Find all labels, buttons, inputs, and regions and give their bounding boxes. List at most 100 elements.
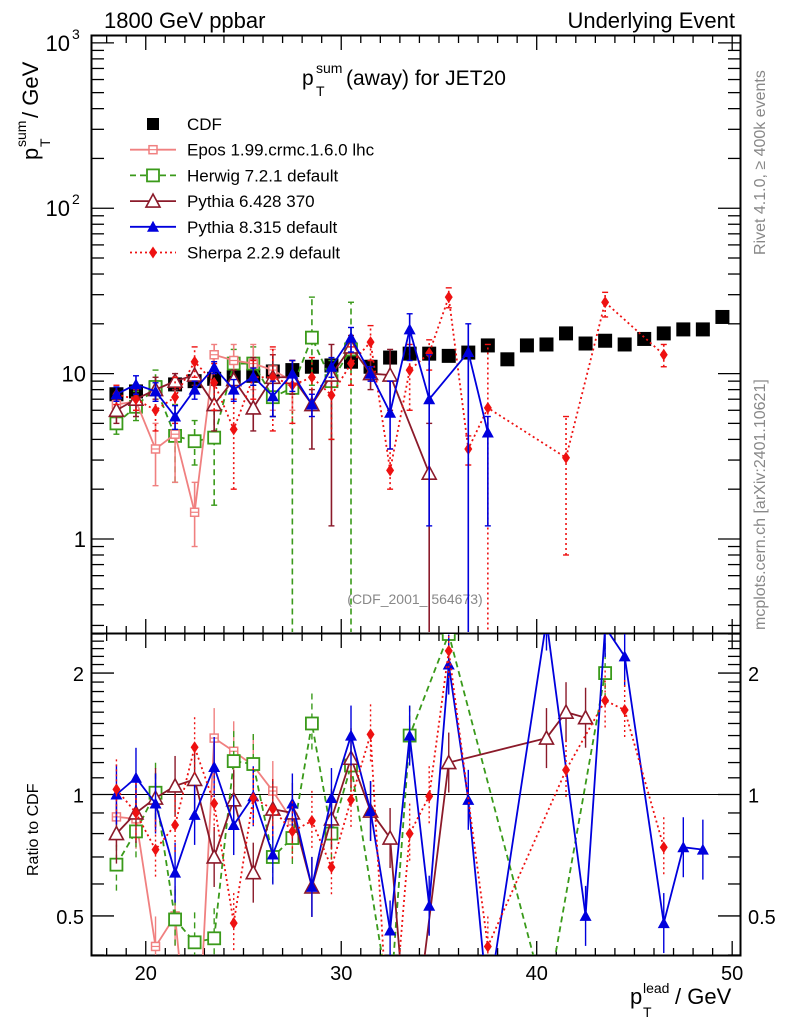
data-point-sherpa bbox=[171, 391, 180, 404]
ratio-point-py6 bbox=[557, 703, 575, 719]
data-point-cdf bbox=[695, 322, 710, 337]
data-point-cdf bbox=[304, 359, 319, 374]
ratio-point-herwig bbox=[226, 754, 241, 769]
ratio-point-py8 bbox=[618, 650, 631, 662]
legend-label: CDF bbox=[187, 115, 222, 134]
ratio-point-py8 bbox=[345, 729, 358, 741]
legend-marker-py6 bbox=[144, 192, 162, 208]
data-point-herwig bbox=[305, 330, 319, 345]
data-point-sherpa bbox=[562, 451, 571, 464]
title-sup: sum bbox=[316, 60, 342, 76]
x-tick-label: 30 bbox=[330, 963, 352, 985]
ratio-point-py6 bbox=[166, 777, 184, 793]
data-point-py6 bbox=[108, 401, 125, 418]
main-y-tick-exponent: 2 bbox=[72, 191, 80, 207]
ratio-series-py8 bbox=[110, 615, 709, 955]
ylabel-rest: / GeV bbox=[18, 61, 43, 118]
series-epos bbox=[111, 343, 298, 548]
ratio-point-py8 bbox=[129, 771, 142, 783]
x-tick-label: 50 bbox=[721, 963, 743, 985]
ratio-series bbox=[108, 615, 709, 1011]
data-point-py8 bbox=[188, 383, 201, 395]
data-point-cdf bbox=[441, 348, 456, 363]
legend-label: Herwig 7.2.1 default bbox=[187, 166, 338, 185]
data-point-cdf bbox=[578, 336, 593, 351]
xlabel-sup: lead bbox=[643, 980, 669, 996]
ratio-point-sherpa bbox=[601, 694, 610, 707]
ratio-point-py6 bbox=[244, 863, 262, 880]
x-tick-label: 20 bbox=[135, 963, 157, 985]
ratio-point-py8 bbox=[169, 866, 182, 878]
data-point-py8 bbox=[345, 331, 358, 343]
legend-label: Pythia 8.315 default bbox=[187, 218, 338, 237]
data-point-sherpa bbox=[425, 347, 434, 360]
data-point-cdf bbox=[617, 337, 632, 352]
legend-marker-cdf bbox=[147, 118, 159, 130]
ratio-point-py8 bbox=[677, 841, 690, 853]
legend-item-py6: Pythia 6.428 370 bbox=[130, 192, 315, 211]
ratio-point-sherpa bbox=[210, 797, 219, 810]
data-point-py8 bbox=[462, 346, 475, 358]
ratio-point-sherpa bbox=[620, 703, 629, 716]
ratio-point-sherpa bbox=[562, 764, 571, 777]
ratio-line-epos bbox=[116, 736, 294, 955]
data-point-py8 bbox=[110, 388, 123, 400]
ratio-point-sherpa bbox=[131, 806, 140, 819]
header-left: 1800 GeV ppbar bbox=[104, 8, 265, 33]
ylabel-sup: sum bbox=[13, 121, 29, 147]
xlabel-sub: T bbox=[643, 1004, 652, 1020]
data-point-sherpa bbox=[268, 371, 277, 384]
main-y-tick-label: 1 bbox=[74, 527, 86, 552]
data-point-cdf bbox=[656, 326, 671, 341]
data-point-herwig bbox=[207, 430, 222, 445]
ratio-point-py8 bbox=[696, 843, 709, 855]
legend: CDF Epos 1.99.crmc.1.6.0 lhc Herwig 7.2.1 … bbox=[130, 115, 375, 263]
data-point-py8 bbox=[403, 323, 416, 335]
ratio-point-sherpa bbox=[444, 644, 453, 657]
ratio-point-sherpa bbox=[659, 841, 668, 854]
xlabel-p: p bbox=[630, 984, 642, 1009]
ratio-point-herwig bbox=[384, 999, 396, 1011]
legend-label: Epos 1.99.crmc.1.6.0 lhc bbox=[187, 141, 375, 160]
ratio-point-sherpa bbox=[405, 827, 414, 840]
ratio-point-sherpa bbox=[483, 940, 492, 953]
data-point-cdf bbox=[500, 352, 515, 367]
ratio-point-py6 bbox=[186, 770, 203, 787]
data-point-sherpa bbox=[483, 401, 492, 414]
legend-label: Pythia 6.428 370 bbox=[187, 192, 315, 211]
data-point-sherpa bbox=[327, 389, 336, 402]
legend-item-herwig: Herwig 7.2.1 default bbox=[130, 166, 338, 185]
ratio-point-py6 bbox=[205, 848, 223, 864]
legend-item-py8: Pythia 8.315 default bbox=[130, 218, 338, 237]
data-point-py8 bbox=[247, 370, 260, 382]
ratio-point-sherpa bbox=[151, 843, 160, 856]
data-point-py8 bbox=[325, 360, 338, 372]
ratio-y-tick-label-left: 2 bbox=[73, 664, 84, 686]
data-point-cdf bbox=[480, 338, 495, 353]
data-point-cdf bbox=[715, 309, 730, 324]
ratio-point-sherpa bbox=[249, 792, 258, 805]
ratio-point-py8 bbox=[403, 729, 416, 741]
ratio-point-py8 bbox=[325, 792, 338, 804]
ratio-point-py6 bbox=[440, 753, 458, 770]
series-line-epos bbox=[116, 353, 293, 513]
data-point-sherpa bbox=[601, 296, 610, 309]
ratio-point-py8 bbox=[227, 819, 240, 831]
data-point-sherpa bbox=[444, 291, 453, 304]
legend-marker-py8 bbox=[147, 220, 159, 232]
ratio-point-sherpa bbox=[366, 728, 375, 741]
ratio-point-sherpa bbox=[112, 783, 121, 796]
data-point-py8 bbox=[286, 367, 299, 379]
ratio-point-herwig bbox=[187, 935, 202, 950]
ratio-point-sherpa bbox=[171, 819, 180, 832]
data-point-py8 bbox=[129, 378, 142, 390]
main-y-tick-exponent: 3 bbox=[72, 26, 80, 42]
data-point-py8 bbox=[481, 426, 494, 438]
data-point-py8 bbox=[149, 385, 162, 397]
xlabel-rest: / GeV bbox=[675, 984, 732, 1009]
ratio-point-py8 bbox=[540, 615, 552, 626]
data-point-sherpa bbox=[659, 348, 668, 361]
data-point-py6 bbox=[244, 399, 262, 415]
